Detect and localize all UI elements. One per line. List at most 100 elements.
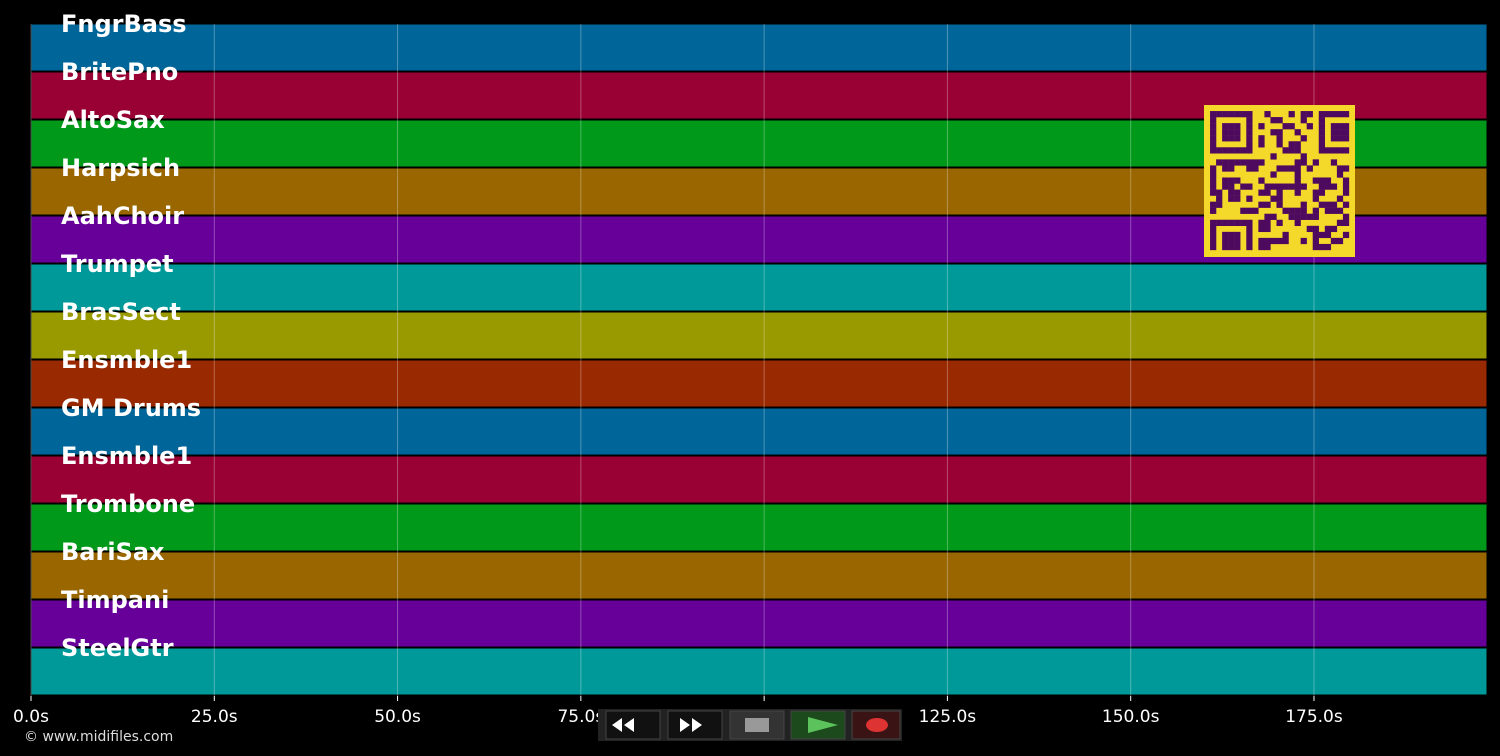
- qr-module: [1276, 129, 1283, 136]
- qr-module: [1228, 177, 1235, 184]
- qr-module: [1288, 183, 1295, 190]
- qr-module: [1342, 177, 1350, 184]
- qr-module: [1222, 243, 1229, 251]
- forward-button[interactable]: [667, 710, 723, 740]
- qr-module: [1318, 201, 1325, 208]
- qr-module: [1318, 129, 1325, 136]
- qr-module: [1324, 201, 1332, 208]
- tick-label: 150.0s: [1102, 707, 1160, 727]
- qr-module: [1282, 165, 1289, 172]
- qr-module: [1276, 165, 1283, 172]
- track-name: AahChoir: [61, 202, 184, 230]
- qr-module: [1336, 207, 1344, 214]
- track-name: Harpsich: [61, 154, 180, 182]
- qr-module: [1246, 195, 1253, 202]
- qr-module: [1222, 111, 1229, 118]
- qr-module: [1246, 147, 1253, 154]
- qr-module: [1282, 231, 1289, 239]
- qr-module: [1222, 135, 1229, 142]
- qr-module: [1210, 177, 1217, 184]
- qr-module: [1312, 195, 1319, 202]
- qr-module: [1264, 243, 1271, 251]
- qr-module: [1258, 159, 1265, 166]
- qr-module: [1282, 237, 1289, 245]
- track-name: Ensmble1: [61, 346, 192, 374]
- track-band: [30, 503, 1488, 552]
- qr-module: [1276, 183, 1283, 190]
- qr-module: [1288, 147, 1295, 154]
- qr-module: [1324, 243, 1332, 251]
- qr-module: [1246, 135, 1253, 142]
- qr-module: [1228, 195, 1235, 202]
- track-band: [30, 407, 1488, 456]
- qr-module: [1210, 207, 1217, 214]
- tick-label: 175.0s: [1285, 707, 1343, 727]
- qr-module: [1246, 111, 1253, 118]
- rewind-button[interactable]: [605, 710, 661, 740]
- qr-module: [1276, 237, 1283, 245]
- qr-module: [1294, 219, 1301, 226]
- copyright: © www.midifiles.com: [24, 729, 173, 745]
- qr-module: [1342, 219, 1350, 226]
- qr-module: [1222, 159, 1229, 166]
- qr-module: [1210, 231, 1217, 239]
- qr-module: [1228, 129, 1235, 136]
- qr-module: [1216, 159, 1223, 166]
- qr-module: [1330, 207, 1338, 214]
- qr-module: [1294, 171, 1301, 178]
- qr-module: [1222, 123, 1229, 130]
- track-name: BrasSect: [61, 298, 181, 326]
- qr-module: [1258, 135, 1265, 142]
- qr-module: [1318, 177, 1325, 184]
- qr-module: [1330, 147, 1338, 154]
- qr-module: [1216, 189, 1223, 196]
- qr-module: [1270, 117, 1277, 124]
- qr-module: [1276, 201, 1283, 208]
- qr-module: [1240, 159, 1247, 166]
- play-button[interactable]: [790, 710, 846, 740]
- qr-module: [1342, 111, 1350, 118]
- qr-module: [1210, 201, 1217, 208]
- qr-module: [1210, 129, 1217, 136]
- track-name: SteelGtr: [61, 634, 174, 662]
- qr-module: [1264, 219, 1271, 226]
- track-name: Trombone: [61, 490, 195, 518]
- track-labels: FngrBass BritePno AltoSax Harpsich AahChoir T…: [61, 10, 201, 662]
- qr-module: [1336, 237, 1344, 245]
- qr-module: [1342, 231, 1350, 239]
- qr-module: [1336, 111, 1344, 118]
- qr-module: [1210, 183, 1217, 190]
- qr-module: [1246, 123, 1253, 130]
- qr-module: [1228, 243, 1235, 251]
- record-button[interactable]: [851, 710, 901, 740]
- qr-module: [1234, 159, 1241, 166]
- qr-module: [1240, 183, 1247, 190]
- qr-module: [1246, 243, 1253, 251]
- qr-module: [1210, 189, 1217, 196]
- qr-module: [1324, 207, 1332, 214]
- qr-module: [1342, 135, 1350, 142]
- qr-module: [1294, 159, 1301, 166]
- qr-module: [1336, 219, 1344, 226]
- qr-module: [1306, 123, 1313, 130]
- qr-module: [1216, 195, 1223, 202]
- qr-module: [1300, 117, 1307, 124]
- stop-button[interactable]: [729, 710, 785, 740]
- qr-module: [1342, 123, 1350, 130]
- qr-module: [1342, 213, 1350, 220]
- qr-module: [1324, 111, 1332, 118]
- track-name: BritePno: [61, 58, 178, 86]
- qr-module: [1234, 111, 1241, 118]
- qr-module: [1336, 123, 1344, 130]
- qr-module: [1210, 111, 1217, 118]
- qr-module: [1270, 213, 1277, 220]
- qr-module: [1330, 123, 1338, 130]
- track-name: Trumpet: [61, 250, 174, 278]
- qr-module: [1312, 207, 1319, 214]
- qr-module: [1294, 141, 1301, 148]
- qr-module: [1288, 111, 1295, 118]
- qr-module: [1240, 207, 1247, 214]
- qr-module: [1228, 237, 1235, 245]
- qr-module: [1228, 135, 1235, 142]
- qr-module: [1210, 135, 1217, 142]
